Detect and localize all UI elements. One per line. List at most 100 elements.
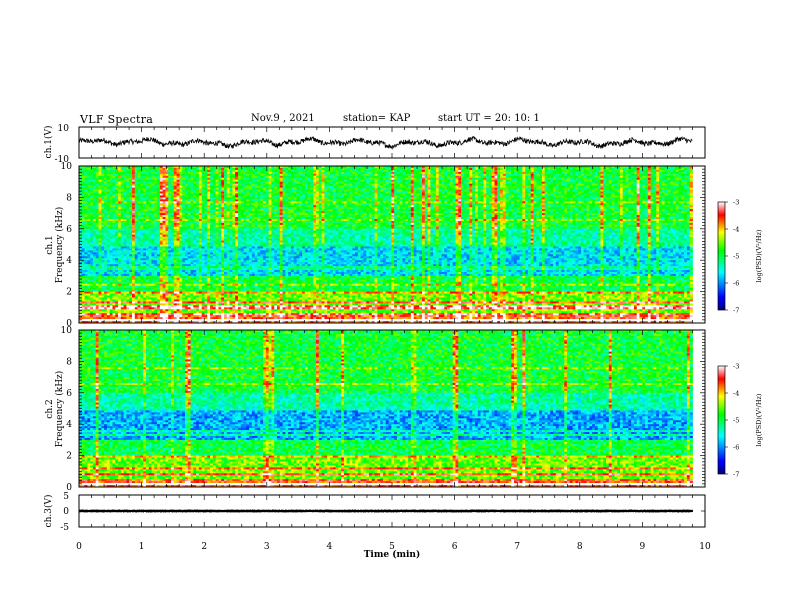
spectrogram-cell <box>274 166 278 169</box>
spectrogram-cell <box>321 177 325 181</box>
spectrogram-cell <box>622 169 626 173</box>
spectrogram-cell <box>257 177 261 181</box>
spectrogram-cell <box>207 171 211 175</box>
spectrogram-cell <box>461 173 465 177</box>
spectrogram-cell <box>357 173 362 177</box>
spectrogram-cell <box>254 181 258 185</box>
spectrogram-cell <box>519 175 523 179</box>
spectrogram-cell <box>271 173 275 177</box>
spectrogram-cell <box>558 179 562 183</box>
spectrogram-cell <box>232 177 236 181</box>
spectrogram-cell <box>193 169 197 173</box>
spectrogram-cell <box>235 167 239 171</box>
spectrogram-cell <box>586 167 590 171</box>
spectrogram-cell <box>541 179 546 183</box>
spectrogram-cell <box>299 173 303 177</box>
spectrogram-cell <box>447 169 451 173</box>
spectrogram-cell <box>511 169 515 173</box>
spectrogram-cell <box>461 166 465 169</box>
spectrogram-cell <box>196 169 200 173</box>
spectrogram-cell <box>424 166 428 169</box>
spectrogram-cell <box>257 166 261 169</box>
spectrogram-cell <box>162 185 166 188</box>
spectrogram-cell <box>681 179 685 183</box>
spectrogram-cell <box>452 177 456 181</box>
spectrogram-cell <box>675 173 679 177</box>
spectrogram-cell <box>511 179 515 183</box>
spectrogram-cell <box>675 166 679 169</box>
spectrogram-cell <box>279 166 283 169</box>
spectrogram-cell <box>558 169 562 173</box>
spectrogram-cell <box>511 175 515 179</box>
spectrogram-cell <box>458 181 462 185</box>
spectrogram-cell <box>210 181 214 185</box>
spectrogram-cell <box>572 183 576 187</box>
spectrogram-cell <box>79 169 83 173</box>
spectrogram-cell <box>198 181 203 185</box>
spectrogram-cell <box>466 169 470 173</box>
spectrogram-cell <box>193 171 197 175</box>
spectrogram-cell <box>332 175 336 179</box>
spectrogram-cell <box>369 169 373 173</box>
spectrogram-cell <box>650 167 654 171</box>
spectrogram-cell <box>494 177 498 181</box>
spectrogram-cell <box>268 166 272 169</box>
spectrogram-cell <box>229 173 233 177</box>
spectrogram-cell <box>165 177 169 181</box>
spectrogram-cell <box>171 167 175 171</box>
spectrogram-cell <box>226 175 230 179</box>
spectrogram-cell <box>140 175 144 179</box>
spectrogram-cell <box>569 171 573 175</box>
spectrogram-cell <box>544 175 548 179</box>
spectrogram-cell <box>642 175 646 179</box>
spectrogram-cell <box>463 166 468 169</box>
spectrogram-cell <box>313 173 317 177</box>
spectrogram-cell <box>553 171 557 175</box>
spectrogram-cell <box>349 167 353 171</box>
spectrogram-cell <box>421 183 426 187</box>
spectrogram-cell <box>488 183 493 187</box>
spectrogram-cell <box>686 167 691 171</box>
spectrogram-cell <box>463 167 468 171</box>
spectrogram-cell <box>430 175 434 179</box>
spectrogram-cell <box>508 173 512 177</box>
spectrogram-cell <box>402 166 406 169</box>
spectrogram-cell <box>686 166 691 169</box>
spectrogram-cell <box>497 183 501 187</box>
spectrogram-cell <box>670 167 674 171</box>
spectrogram-cell <box>109 183 113 187</box>
spectrogram-cell <box>600 181 604 185</box>
spectrogram-cell <box>221 169 225 173</box>
spectrogram-cell <box>329 179 334 183</box>
spectrogram-cell <box>251 181 256 185</box>
spectrogram-cell <box>636 177 640 181</box>
spectrogram-cell <box>198 167 203 171</box>
spectrogram-cell <box>661 173 665 177</box>
spectrogram-cell <box>678 169 682 173</box>
spectrogram-cell <box>567 179 571 183</box>
spectrogram-cell <box>631 173 635 177</box>
spectrogram-cell <box>229 179 233 183</box>
spectrogram-cell <box>310 181 314 185</box>
spectrogram-cell <box>399 167 403 171</box>
spectrogram-cell <box>689 167 693 171</box>
spectrogram-cell <box>246 183 250 187</box>
spectrogram-cell <box>159 167 164 171</box>
spectrogram-cell <box>357 169 362 173</box>
spectrogram-cell <box>360 181 364 185</box>
spectrogram-cell <box>385 173 389 177</box>
spectrogram-cell <box>276 171 281 175</box>
spectrogram-cell <box>79 166 83 169</box>
spectrogram-cell <box>508 166 512 169</box>
spectrogram-cell <box>424 177 428 181</box>
spectrogram-cell <box>441 181 445 185</box>
spectrogram-cell <box>678 173 682 177</box>
spectrogram-cell <box>527 169 532 173</box>
spectrogram-cell <box>212 169 217 173</box>
spectrogram-cell <box>123 183 127 187</box>
spectrogram-cell <box>254 169 258 173</box>
spectrogram-cell <box>659 171 663 175</box>
spectrogram-cell <box>151 167 155 171</box>
spectrogram-cell <box>338 175 342 179</box>
spectrogram-cell <box>369 183 373 187</box>
